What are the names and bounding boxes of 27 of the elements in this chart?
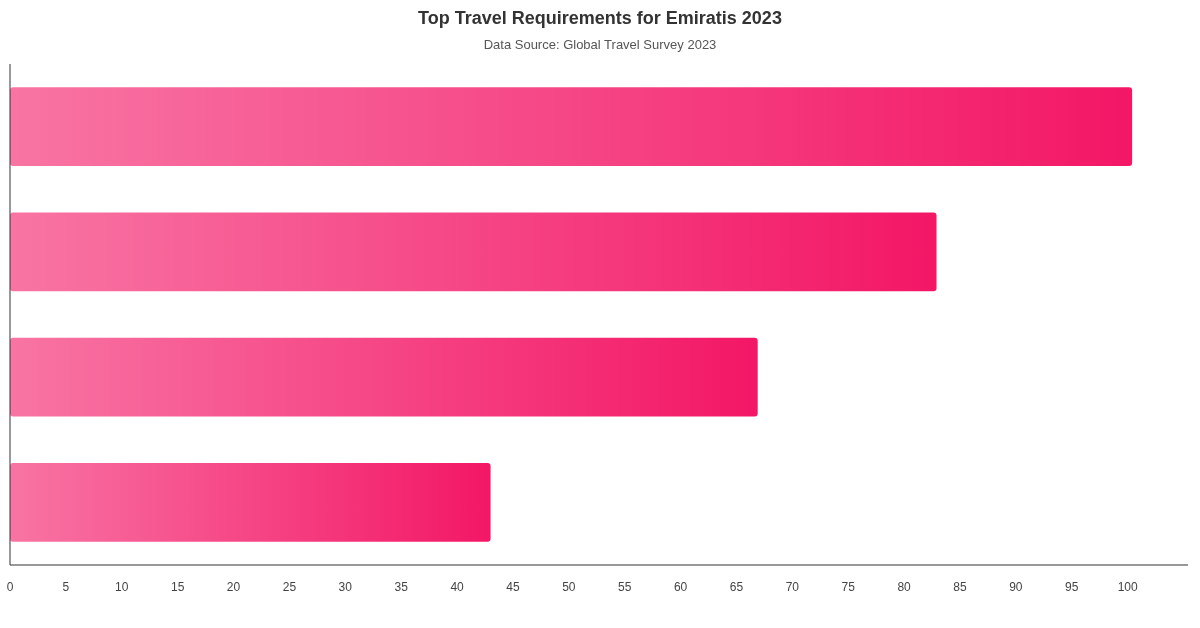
- bar: [10, 212, 937, 292]
- chart-subtitle: Data Source: Global Travel Survey 2023: [483, 37, 717, 52]
- x-tick-label: 30: [338, 580, 353, 594]
- x-tick-label: 15: [170, 580, 185, 594]
- x-tick-label: 50: [562, 580, 576, 594]
- bar: [10, 87, 1133, 167]
- x-tick-label: 80: [897, 580, 912, 594]
- x-tick-label: 60: [673, 580, 688, 594]
- x-tick-label: 95: [1065, 580, 1079, 594]
- x-tick-label: 35: [394, 580, 409, 594]
- x-tick-label: 55: [618, 580, 632, 594]
- x-tick-label: 25: [282, 580, 297, 594]
- x-tick-label: 5: [62, 580, 70, 594]
- x-tick-label: 65: [729, 580, 744, 594]
- x-tick-label: 0: [6, 580, 14, 594]
- chart-title: Top Travel Requirements for Emiratis 2023: [418, 8, 782, 28]
- bar: [10, 337, 758, 417]
- x-tick-label: 45: [506, 580, 520, 594]
- x-tick-label: 40: [450, 580, 465, 594]
- x-tick-label: 75: [841, 580, 856, 594]
- bar: [10, 462, 491, 542]
- x-tick-label: 10: [115, 580, 129, 594]
- x-tick-label: 100: [1117, 580, 1138, 594]
- x-tick-label: 85: [953, 580, 967, 594]
- x-tick-label: 70: [785, 580, 800, 594]
- x-tick-label: 20: [226, 580, 241, 594]
- x-tick-label: 90: [1009, 580, 1023, 594]
